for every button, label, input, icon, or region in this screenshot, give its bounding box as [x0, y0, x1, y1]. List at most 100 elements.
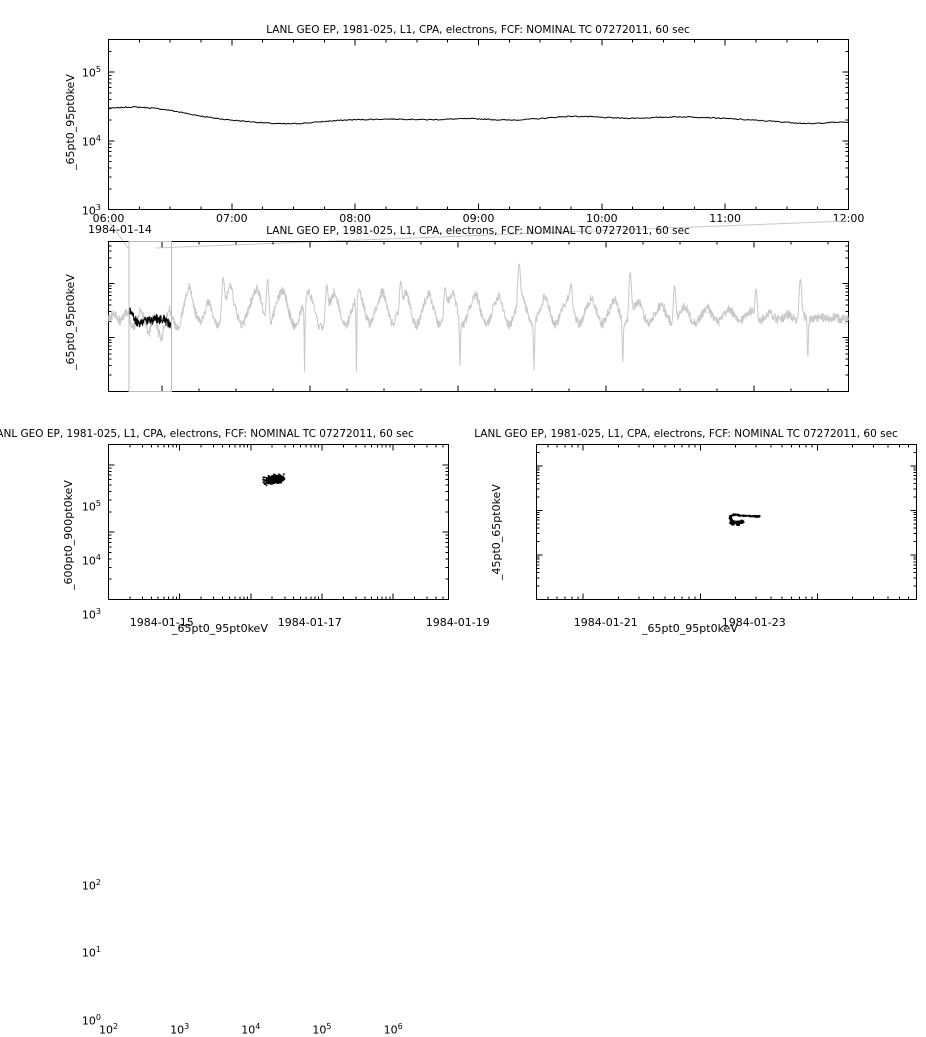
scatter-point: [276, 479, 279, 482]
bottom-right-frame: [536, 444, 917, 600]
bl-xtick-label: 106: [383, 1022, 403, 1037]
scatter-point: [730, 518, 733, 520]
scatter-point: [283, 477, 286, 480]
scatter-point: [265, 479, 268, 481]
scatter-point: [749, 515, 751, 517]
scatter-point: [270, 480, 273, 482]
middle-panel-plot-area[interactable]: [0, 222, 926, 422]
scatter-point: [274, 479, 276, 482]
top-ytick-label: 103: [81, 202, 101, 218]
scatter-point: [275, 477, 277, 479]
top-panel-trace: [108, 106, 849, 125]
mid-xtick-label: 1984-01-21: [573, 616, 638, 629]
scatter-point: [279, 480, 282, 483]
scatter-point: [264, 483, 266, 485]
scatter-point: [281, 480, 283, 482]
mid-ytick-label: 105: [81, 498, 101, 514]
scatter-point: [272, 475, 274, 477]
scatter-point: [262, 476, 265, 479]
scatter-point: [270, 477, 273, 479]
top-panel-plot-area[interactable]: [0, 0, 926, 232]
scatter-point: [736, 513, 739, 516]
scatter-point: [270, 481, 273, 484]
scatter-point: [271, 482, 274, 484]
bottom-right-panel-title: LANL GEO EP, 1981-025, L1, CPA, electron…: [474, 428, 898, 440]
scatter-point: [278, 481, 281, 484]
scatter-point: [748, 515, 750, 517]
scatter-point: [271, 475, 273, 477]
scatter-point: [263, 476, 266, 479]
scatter-point: [733, 521, 736, 524]
bl-ytick-label: 101: [81, 945, 101, 960]
scatter-point: [269, 479, 272, 482]
scatter-point: [273, 481, 275, 483]
scatter-point: [272, 480, 274, 482]
bottom-right-panel-xlabel: _65pt0_95pt0keV: [642, 622, 738, 635]
scatter-point: [750, 515, 753, 518]
scatter-point: [281, 475, 283, 478]
scatter-point: [268, 478, 271, 481]
scatter-point: [278, 479, 281, 482]
middle-panel-selected-trace: [128, 307, 172, 329]
mid-xtick-label: 1984-01-17: [277, 616, 342, 629]
bottom-left-plot-area[interactable]: [0, 420, 470, 647]
scatter-point: [738, 522, 740, 524]
scatter-point: [270, 479, 273, 481]
scatter-point: [265, 482, 268, 484]
mid-xtick-label: 1984-01-23: [721, 616, 786, 629]
bottom-right-points: [728, 513, 761, 526]
scatter-point: [268, 481, 270, 484]
scatter-point: [743, 515, 745, 517]
scatter-point: [272, 478, 274, 480]
top-xtick-label: 06:00: [92, 212, 125, 225]
zoom-connectors: [108, 220, 849, 249]
bl-xtick-label: 103: [170, 1022, 190, 1037]
scatter-point: [752, 515, 754, 517]
scatter-point: [738, 514, 740, 517]
scatter-point: [273, 481, 276, 484]
scatter-point: [267, 477, 269, 479]
top-ytick-label: 104: [81, 133, 101, 149]
top-xtick-label: 10:00: [585, 212, 618, 225]
scatter-point: [731, 519, 733, 521]
scatter-point: [265, 480, 268, 483]
scatter-point: [273, 478, 275, 480]
scatter-point: [275, 475, 278, 478]
scatter-point: [278, 475, 280, 478]
scatter-point: [268, 477, 271, 480]
scatter-point: [740, 521, 743, 524]
scatter-point: [746, 515, 748, 517]
middle-panel-ticks: [108, 241, 849, 392]
scatter-point: [744, 515, 747, 517]
mid-xtick-label: 1984-01-19: [425, 616, 490, 629]
scatter-point: [276, 480, 278, 483]
scatter-point: [271, 480, 274, 483]
top-panel: LANL GEO EP, 1981-025, L1, CPA, electron…: [0, 0, 926, 236]
scatter-point: [274, 480, 276, 483]
scatter-point: [267, 475, 270, 478]
scatter-point: [732, 514, 735, 516]
scatter-point: [277, 476, 279, 478]
scatter-point: [262, 479, 264, 481]
scatter-point: [278, 473, 280, 476]
bottom-left-panel-title: LANL GEO EP, 1981-025, L1, CPA, electron…: [0, 428, 414, 440]
scatter-point: [274, 474, 277, 477]
scatter-point: [279, 478, 282, 480]
scatter-point: [747, 514, 749, 517]
top-xtick-label: 09:00: [462, 212, 495, 225]
scatter-point: [280, 477, 283, 480]
zoom-selection-box[interactable]: [128, 241, 172, 392]
top-ytick-label: 105: [81, 65, 101, 80]
middle-panel-frame: [108, 241, 849, 392]
top-panel-frame: [108, 39, 849, 210]
scatter-point: [276, 477, 279, 480]
scatter-point: [282, 476, 285, 478]
scatter-point: [275, 478, 278, 480]
scatter-point: [280, 479, 283, 481]
scatter-point: [734, 514, 736, 516]
scatter-point: [281, 476, 283, 479]
bottom-right-panel: LANL GEO EP, 1981-025, L1, CPA, electron…: [456, 420, 926, 647]
scatter-point: [270, 475, 272, 478]
scatter-point: [732, 522, 734, 524]
bottom-right-plot-area[interactable]: [456, 420, 926, 647]
